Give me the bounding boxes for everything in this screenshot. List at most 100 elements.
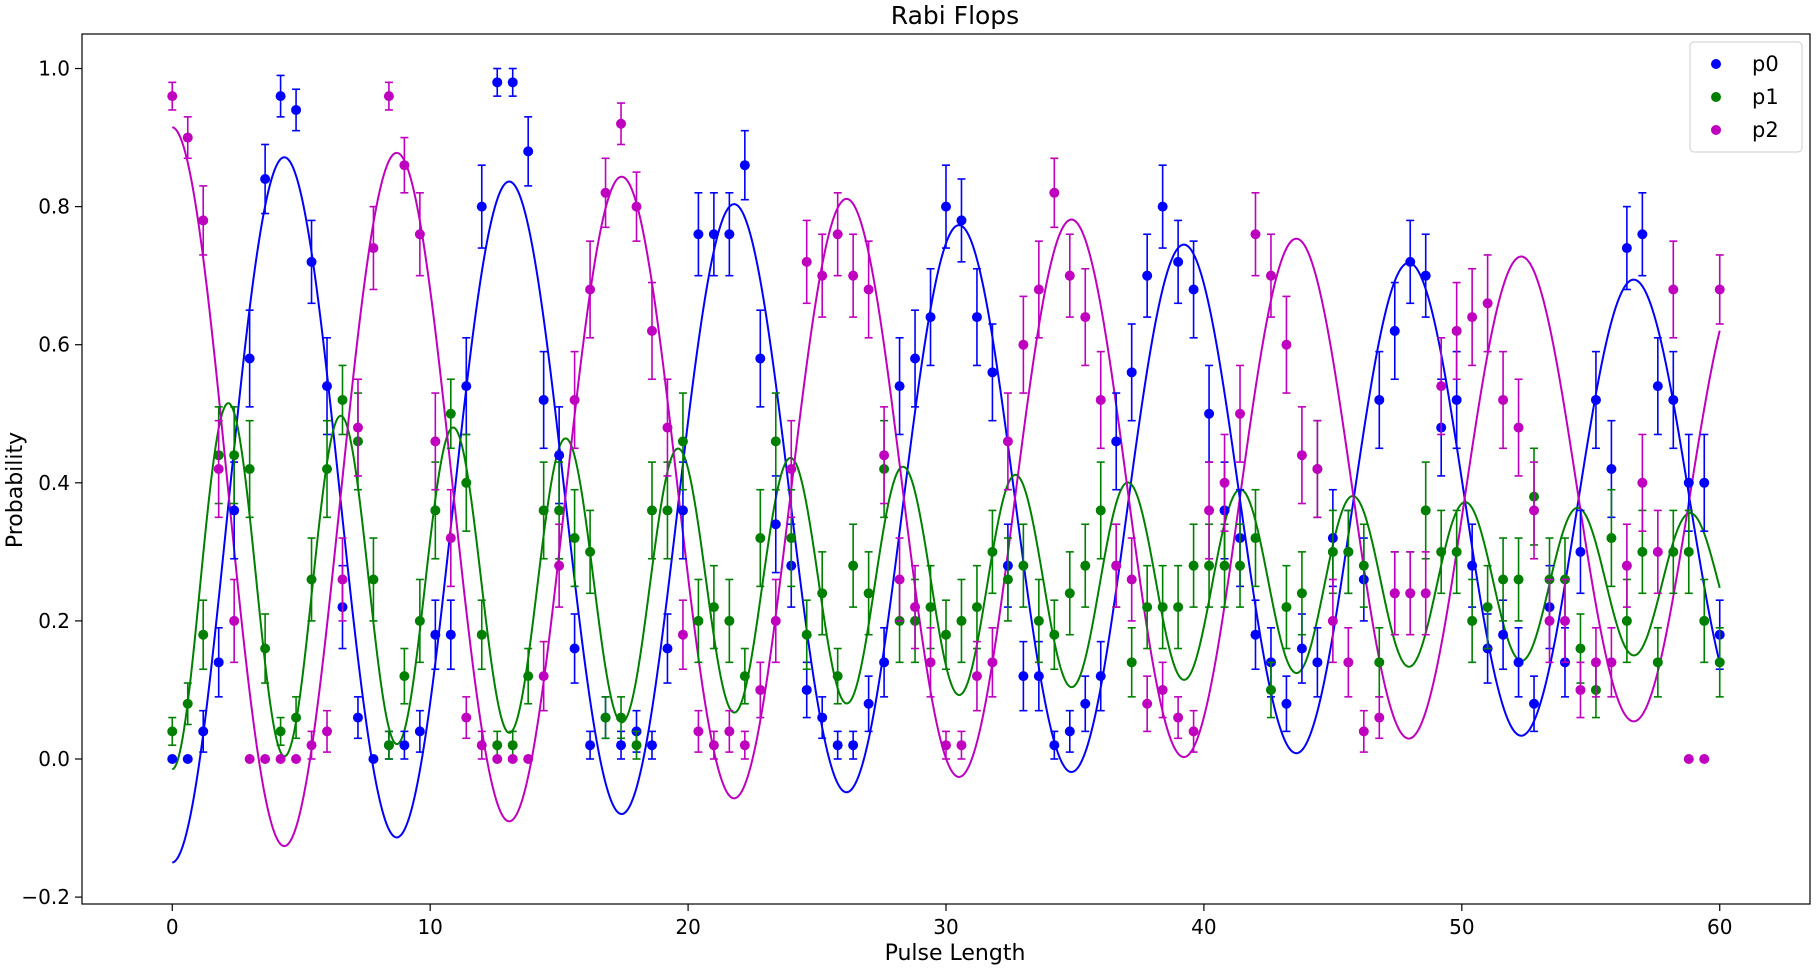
data-point-p0	[1250, 629, 1261, 640]
data-point-p2	[662, 422, 673, 433]
data-point-p2	[848, 270, 859, 281]
data-point-p1	[1513, 574, 1524, 585]
data-point-p1	[1668, 546, 1679, 557]
data-point-p2	[399, 160, 410, 171]
data-point-p1	[832, 671, 843, 682]
data-point-p2	[987, 657, 998, 668]
data-point-p2	[1668, 284, 1679, 295]
data-point-p0	[1204, 408, 1215, 419]
data-point-p1	[167, 726, 178, 737]
data-point-p0	[182, 754, 193, 764]
data-point-p0	[1683, 477, 1694, 488]
data-point-p0	[1405, 256, 1416, 267]
data-point-p2	[337, 574, 348, 585]
data-point-p1	[708, 602, 719, 613]
data-point-p1	[971, 602, 982, 613]
data-point-p1	[662, 505, 673, 516]
data-point-p1	[755, 533, 766, 544]
data-point-p0	[461, 381, 472, 392]
data-point-p1	[1265, 684, 1276, 695]
data-point-p0	[1111, 436, 1122, 447]
x-tick-label: 30	[933, 915, 958, 939]
data-point-p0	[476, 201, 487, 212]
data-point-p0	[213, 657, 224, 668]
y-axis: −0.2 0.0 0.2 0.4 0.6 0.8 1.0	[21, 57, 82, 909]
data-point-p0	[1606, 464, 1617, 474]
data-point-p1	[492, 740, 503, 751]
data-point-p2	[956, 740, 967, 751]
data-point-p2	[1095, 394, 1106, 405]
data-point-p0	[677, 505, 688, 516]
data-point-p2	[445, 533, 456, 544]
data-point-p2	[476, 740, 487, 751]
data-point-p2	[1498, 394, 1509, 405]
legend-label-p1: p1	[1752, 85, 1779, 109]
data-point-p2	[414, 229, 425, 240]
series-p2	[167, 81, 1725, 764]
legend-marker-p0	[1711, 59, 1721, 69]
data-point-p1	[1714, 657, 1725, 668]
data-point-p1	[1637, 546, 1648, 557]
data-point-p2	[1652, 546, 1663, 557]
data-point-p1	[569, 533, 580, 544]
data-point-p2	[1389, 588, 1400, 599]
legend-marker-p2	[1711, 125, 1721, 135]
data-point-p0	[1064, 726, 1075, 737]
data-point-p0	[1080, 698, 1091, 709]
data-point-p2	[1590, 657, 1601, 668]
data-point-p1	[600, 712, 611, 723]
data-point-p2	[1436, 381, 1447, 392]
data-point-p2	[1142, 698, 1153, 709]
data-point-p2	[554, 560, 565, 571]
data-point-p2	[1529, 505, 1540, 516]
data-point-p1	[1343, 546, 1354, 557]
data-point-p1	[430, 505, 441, 516]
data-point-p2	[523, 754, 534, 764]
data-point-p0	[554, 450, 565, 461]
data-point-p1	[445, 408, 456, 419]
y-tick-label: 1.0	[38, 57, 70, 81]
data-point-p2	[492, 754, 503, 764]
data-point-p0	[1049, 740, 1060, 751]
data-point-p2	[1080, 312, 1091, 323]
data-point-p2	[832, 229, 843, 240]
data-point-p1	[1451, 546, 1462, 557]
data-point-p1	[1049, 629, 1060, 640]
data-point-p0	[1637, 229, 1648, 240]
data-point-p2	[1327, 615, 1338, 626]
data-point-p1	[585, 546, 596, 557]
data-point-p2	[971, 671, 982, 682]
data-point-p1	[848, 560, 859, 571]
data-point-p1	[677, 436, 688, 447]
data-point-p2	[817, 270, 828, 281]
data-point-p2	[1296, 450, 1307, 461]
data-point-p0	[1374, 394, 1385, 405]
data-point-p0	[1513, 657, 1524, 668]
data-point-p1	[987, 546, 998, 557]
data-point-p0	[863, 698, 874, 709]
data-point-p0	[585, 740, 596, 751]
data-point-p2	[368, 243, 379, 254]
data-point-p2	[507, 754, 518, 764]
data-point-p0	[910, 353, 921, 364]
data-point-p0	[956, 215, 967, 226]
data-point-p0	[801, 684, 812, 695]
data-point-p0	[971, 312, 982, 323]
data-point-p2	[1002, 436, 1013, 447]
data-point-p2	[244, 754, 255, 764]
data-point-p0	[724, 229, 735, 240]
x-tick-label: 0	[166, 915, 179, 939]
data-point-p1	[1095, 505, 1106, 516]
data-point-p0	[244, 353, 255, 364]
data-point-p0	[1590, 394, 1601, 405]
data-point-p2	[646, 325, 657, 336]
data-point-p2	[1575, 684, 1586, 695]
data-point-p2	[1637, 477, 1648, 488]
data-point-p0	[832, 740, 843, 751]
data-point-p2	[1374, 712, 1385, 723]
data-point-p0	[1157, 201, 1168, 212]
data-point-p1	[383, 740, 394, 751]
data-point-p1	[1080, 560, 1091, 571]
data-point-p1	[786, 533, 797, 544]
